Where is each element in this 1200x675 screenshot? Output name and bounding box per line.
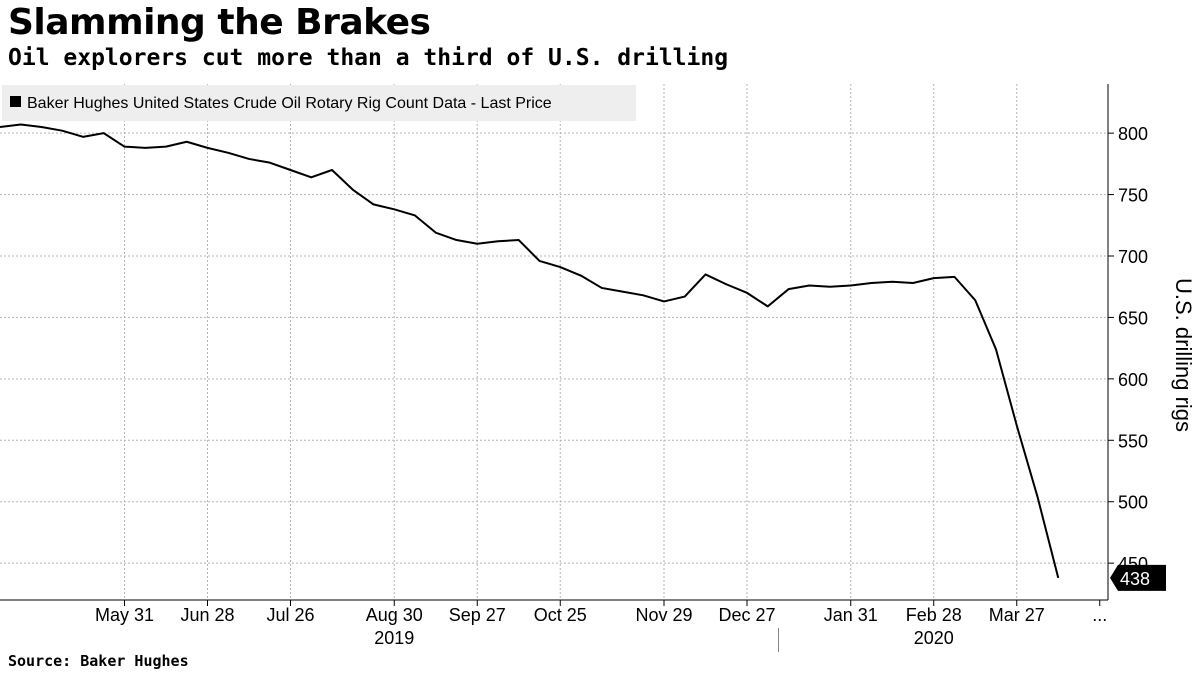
horizontal-gridlines	[0, 132, 1108, 564]
x-tick-label: ...	[1092, 605, 1107, 625]
y-tick-label: 500	[1118, 493, 1148, 513]
y-tick-label: 650	[1118, 308, 1148, 328]
legend: Baker Hughes United States Crude Oil Rot…	[2, 85, 636, 121]
x-tick-label: Jul 26	[266, 605, 314, 625]
legend-background	[2, 85, 636, 121]
axes	[0, 84, 1109, 601]
x-tick-label: Nov 29	[635, 605, 692, 625]
x-tick-label: Sep 27	[449, 605, 506, 625]
legend-label: Baker Hughes United States Crude Oil Rot…	[27, 95, 552, 112]
last-value-marker: 438	[1110, 564, 1166, 591]
legend-swatch	[10, 96, 21, 107]
x-tick-label: May 31	[95, 605, 154, 625]
x-tick-label: Oct 25	[534, 605, 587, 625]
x-tick-label: Jan 31	[824, 605, 878, 625]
y-tick-label: 800	[1118, 124, 1148, 144]
x-tick-label: Dec 27	[718, 605, 775, 625]
source-note: Source: Baker Hughes	[8, 652, 189, 670]
chart-subtitle: Oil explorers cut more than a third of U…	[8, 45, 729, 71]
x-tick-label: Jun 28	[180, 605, 234, 625]
x-axis-ticks: May 31 Jun 28 Jul 26 Aug 30 Sep 27 Oct 25 Nov …	[95, 600, 1107, 625]
last-value-label: 438	[1120, 569, 1150, 589]
y-tick-label: 550	[1118, 431, 1148, 451]
vertical-gridlines	[124, 84, 1018, 600]
x-tick-label: Feb 28	[906, 605, 962, 625]
year-label: 2020	[914, 628, 954, 648]
year-labels: 2019 2020	[374, 628, 954, 652]
x-tick-label: Mar 27	[989, 605, 1045, 625]
year-label: 2019	[374, 628, 414, 648]
y-axis-title: U.S. drilling rigs	[1171, 278, 1196, 432]
rig-count-line	[0, 123, 1060, 579]
y-tick-label: 700	[1118, 247, 1148, 267]
y-tick-label: 600	[1118, 370, 1148, 390]
chart-title: Slamming the Brakes	[8, 2, 431, 43]
last-value-background	[1110, 564, 1166, 591]
y-tick-label: 750	[1118, 186, 1148, 206]
x-tick-label: Aug 30	[366, 605, 423, 625]
